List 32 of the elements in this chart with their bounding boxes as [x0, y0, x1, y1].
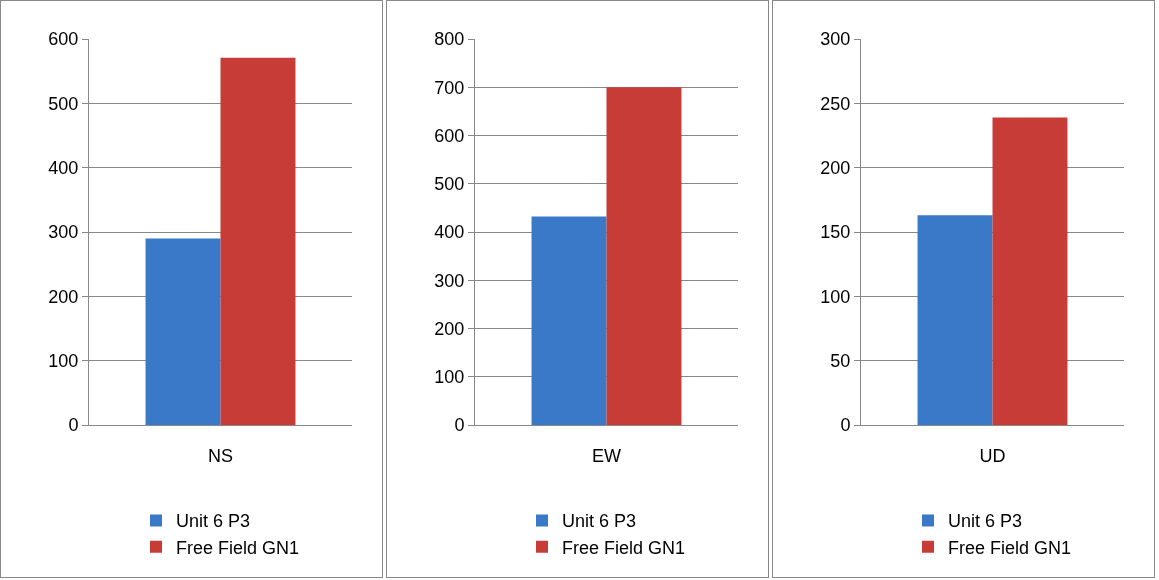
- y-tick-label: 400: [48, 157, 79, 178]
- y-tick-label: 0: [68, 415, 79, 436]
- y-tick-label: 300: [434, 270, 465, 291]
- y-tick-label: 200: [434, 318, 465, 339]
- y-tick-label: 0: [454, 415, 465, 436]
- y-tick-label: 250: [820, 93, 851, 114]
- y-tick-label: 200: [48, 286, 79, 307]
- y-tick-label: 100: [434, 367, 465, 388]
- y-tick-label: 0: [840, 415, 851, 436]
- legend-label: Unit 6 P3: [948, 511, 1023, 532]
- x-tick-label: UD: [979, 445, 1006, 466]
- y-tick-label: 50: [830, 350, 851, 371]
- y-tick-label: 150: [820, 222, 851, 243]
- y-tick-label: 400: [434, 222, 465, 243]
- legend-label: Unit 6 P3: [176, 511, 251, 532]
- legend-label: Free Field GN1: [176, 537, 300, 558]
- y-tick-label: 500: [48, 93, 79, 114]
- y-tick-label: 300: [48, 222, 79, 243]
- y-tick-label: 800: [434, 29, 465, 50]
- y-tick-label: 300: [820, 29, 851, 50]
- x-tick-label: EW: [592, 445, 622, 466]
- y-tick-label: 600: [434, 125, 465, 146]
- x-tick-label: NS: [207, 445, 234, 466]
- legend-label: Unit 6 P3: [562, 511, 637, 532]
- y-tick-label: 700: [434, 77, 465, 98]
- legend-label: Free Field GN1: [948, 537, 1072, 558]
- y-tick-label: 100: [48, 350, 79, 371]
- y-tick-label: 200: [820, 157, 851, 178]
- y-tick-label: 500: [434, 174, 465, 195]
- y-tick-label: 100: [820, 286, 851, 307]
- legend-label: Free Field GN1: [562, 537, 686, 558]
- y-tick-label: 600: [48, 29, 79, 50]
